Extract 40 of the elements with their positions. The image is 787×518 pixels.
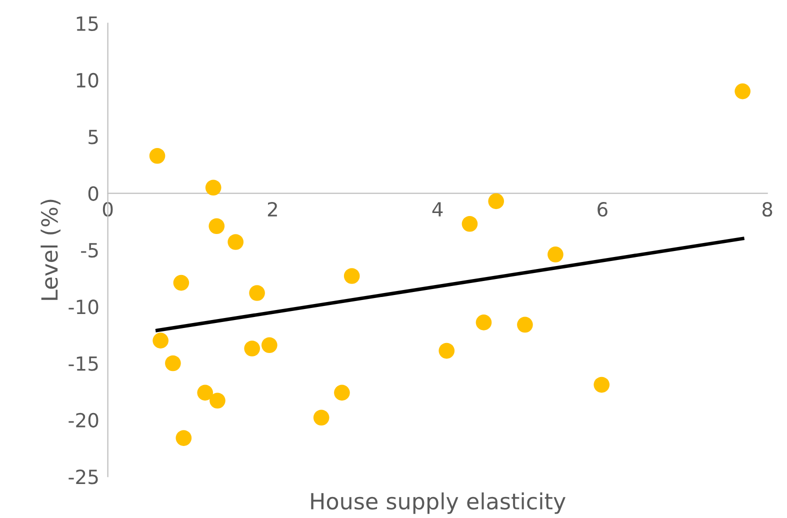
point (205, 180, 222, 196)
y-axis-title: Level (%) (40, 200, 60, 300)
y-tick-label: 10 (76, 72, 98, 88)
x-tick-label: 6 (598, 202, 608, 217)
x-tick-label: 8 (762, 202, 772, 217)
point (249, 285, 265, 301)
x-tick-label: 2 (268, 202, 277, 216)
point (476, 314, 492, 330)
point (488, 193, 504, 210)
point (313, 410, 330, 426)
point (176, 430, 192, 446)
y-tick-label: -5 (81, 243, 98, 258)
point (228, 234, 244, 250)
y-tick-label: -15 (68, 356, 98, 371)
point (334, 384, 350, 401)
point (261, 337, 278, 354)
y-tick-label: -25 (68, 470, 98, 484)
point (152, 332, 168, 349)
point (165, 355, 181, 372)
point (244, 340, 260, 356)
y-tick-label: 15 (76, 16, 98, 31)
y-tick-label: 5 (88, 130, 98, 144)
point (462, 216, 478, 232)
point (149, 148, 166, 164)
point (208, 218, 225, 234)
point (438, 342, 455, 359)
point (517, 316, 533, 333)
point (548, 246, 564, 262)
point (197, 384, 214, 401)
y-tick-label: -20 (68, 412, 98, 428)
y-tick-label: -10 (68, 300, 98, 314)
y-tick-label: 0 (88, 186, 98, 201)
x-axis-title: House supply elasticity (311, 492, 566, 514)
x-tick-label: 4 (432, 202, 443, 216)
point (734, 83, 751, 100)
point (173, 274, 190, 291)
point (210, 392, 226, 409)
x-tick-label: 0 (102, 202, 113, 217)
point (344, 268, 360, 284)
point (594, 376, 610, 393)
